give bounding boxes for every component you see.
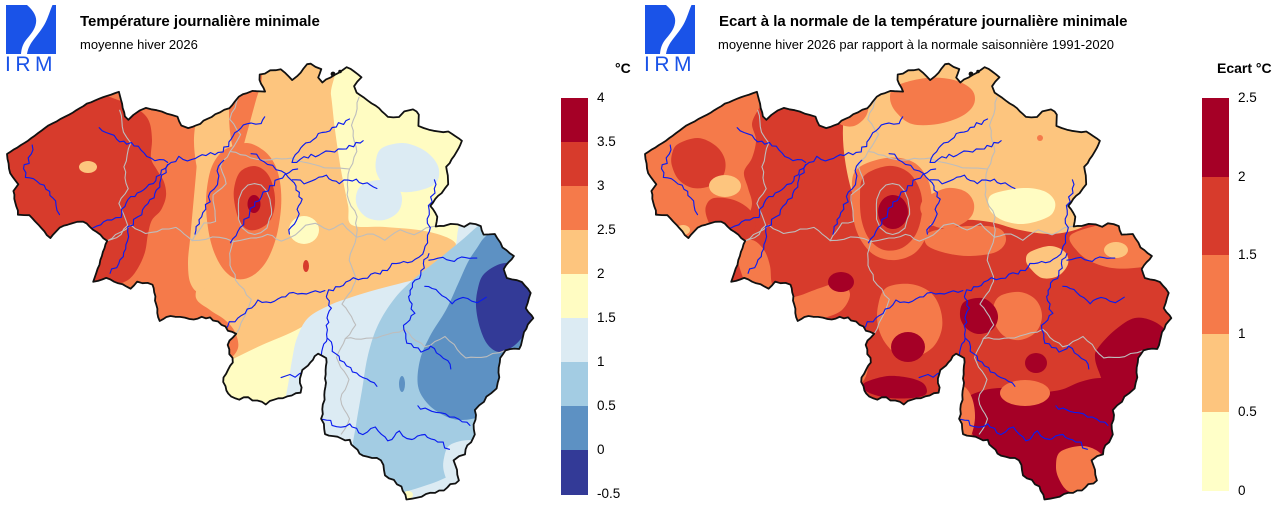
svg-text:IRM: IRM xyxy=(644,53,696,76)
svg-text:IRM: IRM xyxy=(5,53,57,76)
